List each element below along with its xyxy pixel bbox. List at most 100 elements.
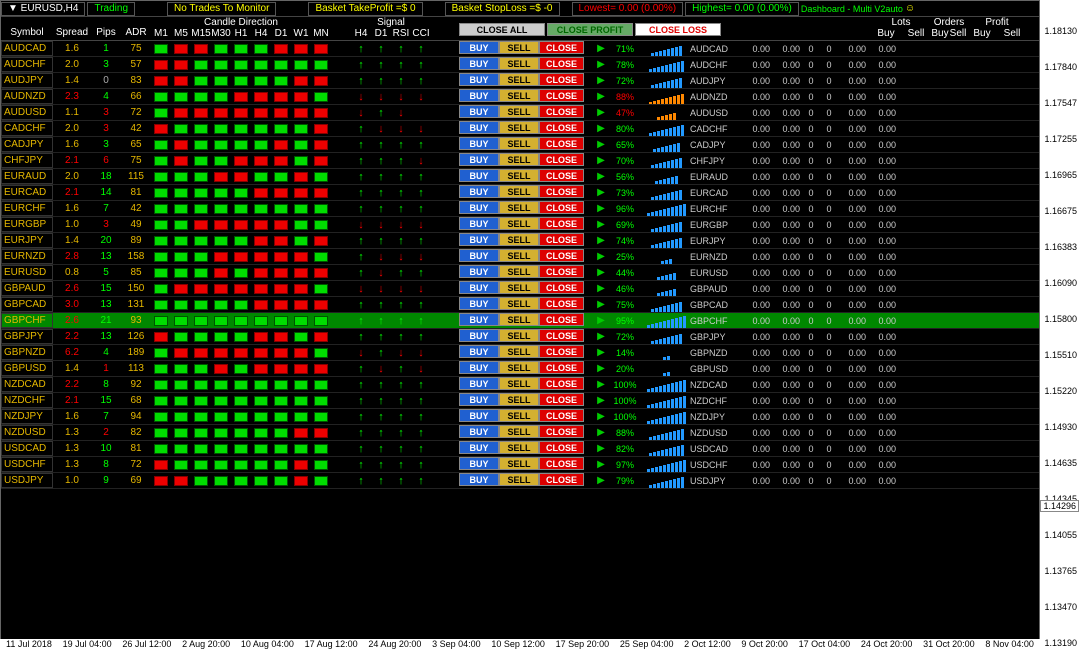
buy-button[interactable]: BUY xyxy=(459,345,499,358)
symbol-cell[interactable]: AUDNZD xyxy=(1,89,53,104)
close-button[interactable]: CLOSE xyxy=(539,457,584,470)
close-button[interactable]: CLOSE xyxy=(539,137,584,150)
sell-button[interactable]: SELL xyxy=(499,313,539,326)
close-button[interactable]: CLOSE xyxy=(539,249,584,262)
symbol-cell[interactable]: EURJPY xyxy=(1,233,53,248)
symbol-cell[interactable]: AUDCAD xyxy=(1,41,53,56)
buy-button[interactable]: BUY xyxy=(459,441,499,454)
close-button[interactable]: CLOSE xyxy=(539,361,584,374)
symbol-selector[interactable]: ▼ EURUSD,H4 xyxy=(1,2,85,16)
buy-button[interactable]: BUY xyxy=(459,121,499,134)
symbol-cell[interactable]: EURCHF xyxy=(1,201,53,216)
buy-button[interactable]: BUY xyxy=(459,249,499,262)
symbol-cell[interactable]: GBPUSD xyxy=(1,361,53,376)
symbol-cell[interactable]: CADJPY xyxy=(1,137,53,152)
sell-button[interactable]: SELL xyxy=(499,185,539,198)
symbol-cell[interactable]: EURAUD xyxy=(1,169,53,184)
symbol-cell[interactable]: GBPCHF xyxy=(1,313,53,328)
symbol-cell[interactable]: CHFJPY xyxy=(1,153,53,168)
sell-button[interactable]: SELL xyxy=(499,377,539,390)
close-button[interactable]: CLOSE xyxy=(539,217,584,230)
buy-button[interactable]: BUY xyxy=(459,281,499,294)
buy-button[interactable]: BUY xyxy=(459,137,499,150)
buy-button[interactable]: BUY xyxy=(459,361,499,374)
sell-button[interactable]: SELL xyxy=(499,473,539,486)
sell-button[interactable]: SELL xyxy=(499,265,539,278)
sell-button[interactable]: SELL xyxy=(499,153,539,166)
symbol-cell[interactable]: USDCAD xyxy=(1,441,53,456)
sell-button[interactable]: SELL xyxy=(499,329,539,342)
buy-button[interactable]: BUY xyxy=(459,217,499,230)
sell-button[interactable]: SELL xyxy=(499,217,539,230)
close-button[interactable]: CLOSE xyxy=(539,41,584,54)
sell-button[interactable]: SELL xyxy=(499,457,539,470)
sell-button[interactable]: SELL xyxy=(499,409,539,422)
close-button[interactable]: CLOSE xyxy=(539,105,584,118)
buy-button[interactable]: BUY xyxy=(459,457,499,470)
symbol-cell[interactable]: AUDUSD xyxy=(1,105,53,120)
close-button[interactable]: CLOSE xyxy=(539,89,584,102)
sell-button[interactable]: SELL xyxy=(499,281,539,294)
buy-button[interactable]: BUY xyxy=(459,201,499,214)
buy-button[interactable]: BUY xyxy=(459,329,499,342)
buy-button[interactable]: BUY xyxy=(459,41,499,54)
close-button[interactable]: CLOSE xyxy=(539,297,584,310)
sell-button[interactable]: SELL xyxy=(499,89,539,102)
close-button[interactable]: CLOSE xyxy=(539,201,584,214)
symbol-cell[interactable]: NZDUSD xyxy=(1,425,53,440)
symbol-cell[interactable]: NZDJPY xyxy=(1,409,53,424)
symbol-cell[interactable]: AUDJPY xyxy=(1,73,53,88)
closeprofit-button[interactable]: CLOSE PROFIT xyxy=(547,23,633,36)
symbol-cell[interactable]: AUDCHF xyxy=(1,57,53,72)
symbol-cell[interactable]: GBPCAD xyxy=(1,297,53,312)
close-button[interactable]: CLOSE xyxy=(539,409,584,422)
sell-button[interactable]: SELL xyxy=(499,121,539,134)
buy-button[interactable]: BUY xyxy=(459,105,499,118)
symbol-cell[interactable]: GBPAUD xyxy=(1,281,53,296)
buy-button[interactable]: BUY xyxy=(459,377,499,390)
close-button[interactable]: CLOSE xyxy=(539,185,584,198)
close-button[interactable]: CLOSE xyxy=(539,441,584,454)
closeall-button[interactable]: CLOSE ALL xyxy=(459,23,545,36)
symbol-cell[interactable]: GBPJPY xyxy=(1,329,53,344)
close-button[interactable]: CLOSE xyxy=(539,57,584,70)
close-button[interactable]: CLOSE xyxy=(539,265,584,278)
buy-button[interactable]: BUY xyxy=(459,265,499,278)
close-button[interactable]: CLOSE xyxy=(539,233,584,246)
symbol-cell[interactable]: EURGBP xyxy=(1,217,53,232)
symbol-cell[interactable]: GBPNZD xyxy=(1,345,53,360)
buy-button[interactable]: BUY xyxy=(459,233,499,246)
sell-button[interactable]: SELL xyxy=(499,73,539,86)
symbol-cell[interactable]: EURUSD xyxy=(1,265,53,280)
sell-button[interactable]: SELL xyxy=(499,169,539,182)
sell-button[interactable]: SELL xyxy=(499,137,539,150)
buy-button[interactable]: BUY xyxy=(459,409,499,422)
sell-button[interactable]: SELL xyxy=(499,345,539,358)
close-button[interactable]: CLOSE xyxy=(539,377,584,390)
buy-button[interactable]: BUY xyxy=(459,393,499,406)
buy-button[interactable]: BUY xyxy=(459,313,499,326)
closeloss-button[interactable]: CLOSE LOSS xyxy=(635,23,721,36)
symbol-cell[interactable]: USDCHF xyxy=(1,457,53,472)
close-button[interactable]: CLOSE xyxy=(539,121,584,134)
close-button[interactable]: CLOSE xyxy=(539,329,584,342)
sell-button[interactable]: SELL xyxy=(499,441,539,454)
buy-button[interactable]: BUY xyxy=(459,57,499,70)
symbol-cell[interactable]: NZDCHF xyxy=(1,393,53,408)
buy-button[interactable]: BUY xyxy=(459,153,499,166)
close-button[interactable]: CLOSE xyxy=(539,473,584,486)
symbol-cell[interactable]: EURNZD xyxy=(1,249,53,264)
sell-button[interactable]: SELL xyxy=(499,361,539,374)
buy-button[interactable]: BUY xyxy=(459,169,499,182)
sell-button[interactable]: SELL xyxy=(499,57,539,70)
symbol-cell[interactable]: EURCAD xyxy=(1,185,53,200)
symbol-cell[interactable]: USDJPY xyxy=(1,473,53,488)
buy-button[interactable]: BUY xyxy=(459,425,499,438)
buy-button[interactable]: BUY xyxy=(459,297,499,310)
sell-button[interactable]: SELL xyxy=(499,425,539,438)
close-button[interactable]: CLOSE xyxy=(539,73,584,86)
close-button[interactable]: CLOSE xyxy=(539,281,584,294)
buy-button[interactable]: BUY xyxy=(459,73,499,86)
close-button[interactable]: CLOSE xyxy=(539,169,584,182)
sell-button[interactable]: SELL xyxy=(499,201,539,214)
